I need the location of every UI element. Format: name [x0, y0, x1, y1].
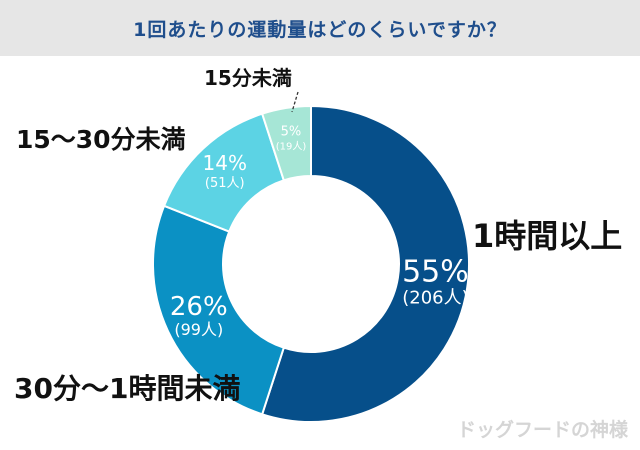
slice-count-label-3: (19人)	[276, 141, 307, 153]
slice-count-label-2: (51人)	[205, 176, 245, 191]
pie-slice-1	[152, 204, 286, 416]
watermark-text: ドッグフードの神様	[457, 418, 629, 441]
slice-count-label-1: (99人)	[174, 320, 223, 339]
watermark-logo: ドッグフードの神様	[457, 418, 629, 441]
category-label-2: 15〜30分未満	[16, 125, 186, 154]
title-bar: 1回あたりの運動量はどのくらいですか？	[0, 0, 640, 56]
leader-line	[291, 91, 299, 113]
slice-percent-label-3: 5%	[281, 125, 302, 140]
slice-count-label-0: (206人)	[402, 288, 468, 309]
chart-title: 1回あたりの運動量はどのくらいですか？	[133, 18, 507, 41]
category-label-0: 1時間以上	[472, 217, 622, 255]
slice-percent-label-1: 26%	[170, 292, 228, 322]
category-label-1: 30分〜1時間未満	[14, 372, 240, 405]
slice-percent-label-2: 14%	[203, 151, 247, 175]
pie-slice-3	[260, 104, 312, 182]
category-label-3: 15分未満	[204, 66, 292, 90]
pie-slice-0	[260, 104, 470, 423]
slice-percent-label-0: 55%	[402, 255, 469, 290]
